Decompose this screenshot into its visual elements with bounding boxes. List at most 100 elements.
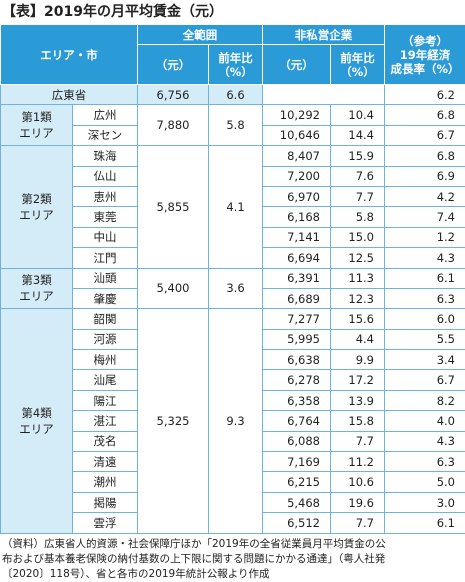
growth: 6.9	[385, 166, 465, 186]
wage: 7,200	[263, 166, 331, 186]
growth: 4.0	[385, 411, 465, 431]
group-label-line: 第3類	[1, 272, 72, 288]
footer-line: 布および基本養老保険の納付基数の上下限に関する問題にかかる通達」（粤人社発	[2, 552, 463, 567]
yoy: 9.9	[331, 350, 385, 370]
growth: 5.5	[385, 329, 465, 349]
wage: 10,292	[263, 105, 331, 125]
header-reference: （参考）19年経済成長率（%）	[385, 25, 465, 85]
growth: 4.3	[385, 431, 465, 451]
wage: 6,278	[263, 370, 331, 390]
yoy: 13.9	[331, 390, 385, 410]
group-label-line: エリア	[1, 288, 72, 304]
yoy: 7.7	[331, 513, 385, 533]
header-reference-line: （参考）	[385, 34, 465, 48]
growth: 5.0	[385, 472, 465, 492]
growth: 6.1	[385, 513, 465, 533]
group-wage: 5,325	[138, 309, 209, 533]
growth: 6.7	[385, 125, 465, 145]
city-name: 掲陽	[73, 492, 138, 512]
wage: 6,970	[263, 186, 331, 206]
wage: 10,646	[263, 125, 331, 145]
growth: 8.2	[385, 390, 465, 410]
city-name: 梅州	[73, 350, 138, 370]
growth: 6.3	[385, 452, 465, 472]
city-name: 深セン	[73, 125, 138, 145]
footer-line: （資料）広東省人的資源・社会保障庁ほか「2019年の全省従業員月平均賃金の公	[2, 537, 463, 552]
growth: 3.0	[385, 492, 465, 512]
city-name: 韶関	[73, 309, 138, 329]
header-yoy-line: 前年比	[209, 51, 262, 65]
group-label-line: エリア	[1, 207, 72, 223]
yoy: 15.0	[331, 227, 385, 247]
group-label-line: 第2類	[1, 191, 72, 207]
group-wage: 7,880	[138, 105, 209, 146]
wage: 6,694	[263, 248, 331, 268]
city-name: 仏山	[73, 166, 138, 186]
yoy: 11.2	[331, 452, 385, 472]
group-label-line: エリア	[1, 125, 72, 141]
wage: 8,407	[263, 146, 331, 166]
header-unit: （元）	[263, 45, 331, 85]
yoy: 12.3	[331, 288, 385, 308]
wage: 5,995	[263, 329, 331, 349]
city-name: 肇慶	[73, 288, 138, 308]
yoy: 15.9	[331, 146, 385, 166]
city-name: 恵州	[73, 186, 138, 206]
group-wage: 5,400	[138, 268, 209, 309]
group-wage: 5,855	[138, 146, 209, 268]
growth: 3.4	[385, 350, 465, 370]
growth: 6.3	[385, 288, 465, 308]
yoy: 14.4	[331, 125, 385, 145]
wage: 6,638	[263, 350, 331, 370]
wage: 6,088	[263, 431, 331, 451]
header-yoy-line: 前年比	[331, 51, 384, 65]
growth: 6.1	[385, 268, 465, 288]
wage: 6,391	[263, 268, 331, 288]
wage: 7,169	[263, 452, 331, 472]
footer-line: 〔2020〕118号）、省と各市の2019年統計公報より作成	[2, 567, 463, 582]
city-name: 湛江	[73, 411, 138, 431]
yoy: 17.2	[331, 370, 385, 390]
wage: 6,689	[263, 288, 331, 308]
empty-cell	[263, 85, 385, 105]
yoy: 15.8	[331, 411, 385, 431]
yoy: 6.6	[209, 85, 263, 105]
header-reference-line: 19年経済	[385, 48, 465, 62]
yoy: 10.6	[331, 472, 385, 492]
growth: 6.0	[385, 309, 465, 329]
wage: 6,215	[263, 472, 331, 492]
header-row: エリア・市全範囲非私営企業（参考）19年経済成長率（%）	[1, 25, 465, 45]
wage: 7,141	[263, 227, 331, 247]
growth: 4.3	[385, 248, 465, 268]
city-name: 陽江	[73, 390, 138, 410]
city-name: 雲浮	[73, 513, 138, 533]
wage-table: エリア・市全範囲非私営企業（参考）19年経済成長率（%）（元）前年比（%）（元）…	[0, 24, 465, 534]
growth: 1.2	[385, 227, 465, 247]
title: 【表】2019年の月平均賃金（元）	[0, 0, 465, 24]
yoy: 12.5	[331, 248, 385, 268]
group-yoy: 5.8	[209, 105, 263, 146]
wage: 6,512	[263, 513, 331, 533]
group-label: 第1類エリア	[1, 105, 73, 146]
city-name: 江門	[73, 248, 138, 268]
yoy: 10.4	[331, 105, 385, 125]
footer: （資料）広東省人的資源・社会保障庁ほか「2019年の全省従業員月平均賃金の公布お…	[0, 534, 465, 582]
city-name: 広州	[73, 105, 138, 125]
wage: 6,764	[263, 411, 331, 431]
wage: 6,358	[263, 390, 331, 410]
city-name: 汕頭	[73, 268, 138, 288]
header-unit: （元）	[138, 45, 209, 85]
yoy: 7.7	[331, 186, 385, 206]
growth: 6.8	[385, 146, 465, 166]
yoy: 5.8	[331, 207, 385, 227]
city-name: 中山	[73, 227, 138, 247]
group-yoy: 4.1	[209, 146, 263, 268]
growth: 6.7	[385, 370, 465, 390]
group-yoy: 3.6	[209, 268, 263, 309]
header-all-range: 全範囲	[138, 25, 263, 45]
yoy: 4.4	[331, 329, 385, 349]
city-name: 河源	[73, 329, 138, 349]
